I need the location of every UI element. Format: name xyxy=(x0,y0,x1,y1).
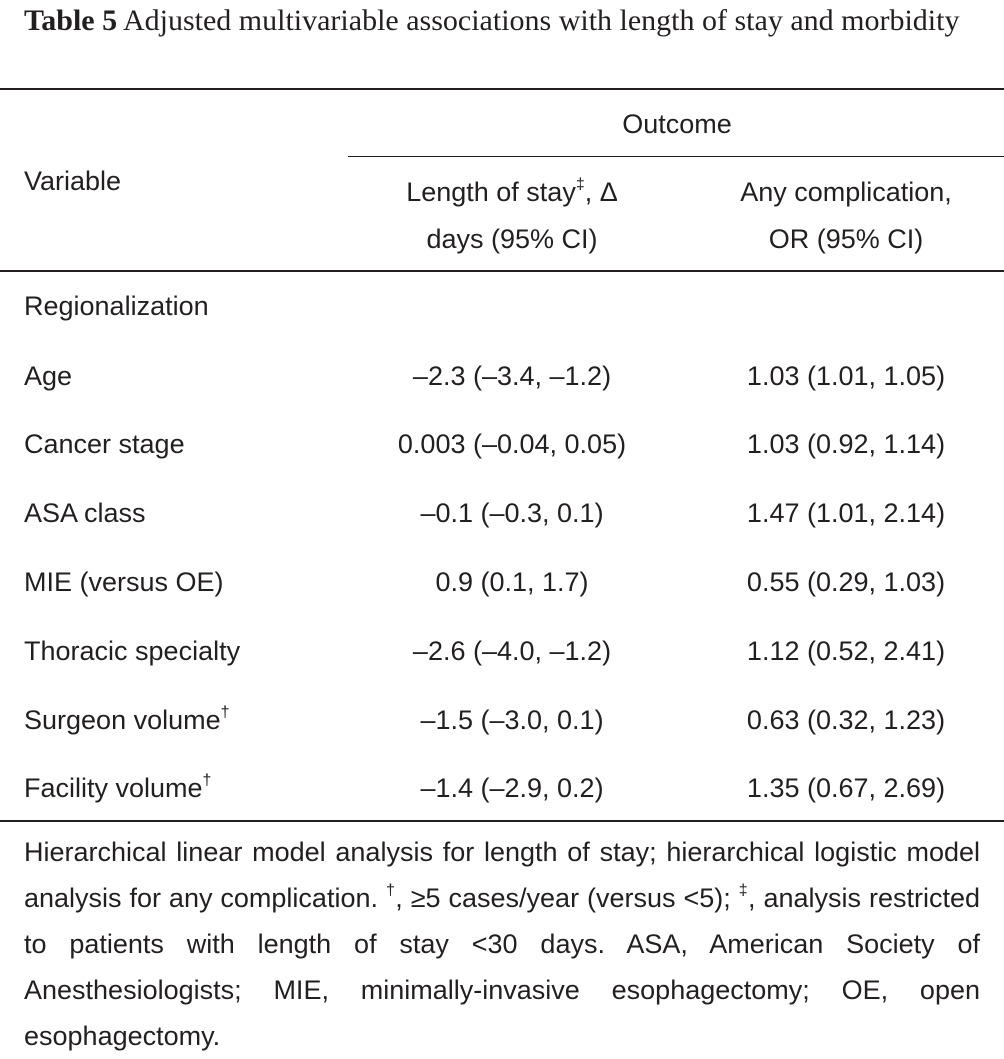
row-complication: 1.35 (0.67, 2.69) xyxy=(746,773,946,803)
table-label: Table 5 xyxy=(24,4,118,37)
footnote-text-2: , ≥5 cases/year (versus <5); xyxy=(395,883,739,913)
row-length-of-stay: –0.1 (–0.3, 0.1) xyxy=(420,498,604,528)
table-footnote: Hierarchical linear model analysis for l… xyxy=(24,829,980,1059)
footnote-text-1: Hierarchical linear model analysis for l… xyxy=(24,837,980,913)
row-variable-cell: Surgeon volume† xyxy=(24,697,230,743)
header-los-sup: ‡ xyxy=(575,176,585,193)
header-rule xyxy=(0,270,1004,272)
row-variable: MIE (versus OE) xyxy=(24,567,224,597)
row-variable: Facility volume xyxy=(24,773,203,803)
row-length-of-stay: –2.3 (–3.4, –1.2) xyxy=(412,361,612,391)
row-variable: Age xyxy=(24,361,73,391)
outcome-rule xyxy=(348,156,1004,157)
row-complication: 0.55 (0.29, 1.03) xyxy=(746,567,946,597)
footnote-sup-dagger: † xyxy=(385,882,396,899)
header-los-text: Length of stay xyxy=(406,177,576,207)
footnote-text-3: , analysis restricted to patients with l… xyxy=(24,883,980,1051)
row-complication: 1.12 (0.52, 2.41) xyxy=(746,636,946,666)
bottom-rule xyxy=(0,820,1004,822)
row-length-of-stay: 0.9 (0.1, 1.7) xyxy=(435,567,589,597)
row-length-of-stay: –1.4 (–2.9, 0.2) xyxy=(420,773,604,803)
row-complication: 1.03 (1.01, 1.05) xyxy=(746,361,946,391)
table-title: Adjusted multivariable associations with… xyxy=(122,4,960,37)
row-variable-cell: Facility volume† xyxy=(24,765,211,811)
header-outcome: Outcome xyxy=(622,109,732,139)
header-length-of-stay-line1: Length of stay‡, Δ xyxy=(360,169,664,215)
row-length-of-stay: 0.003 (–0.04, 0.05) xyxy=(397,429,627,459)
row-variable: Thoracic specialty xyxy=(24,636,241,666)
row-variable: ASA class xyxy=(24,498,146,528)
top-rule xyxy=(0,88,1004,90)
section-label: Regionalization xyxy=(24,291,209,321)
row-complication: 1.47 (1.01, 2.14) xyxy=(746,498,946,528)
table-caption: Table 5 Adjusted multivariable associati… xyxy=(24,0,994,42)
footnote-sup-double-dagger: ‡ xyxy=(738,882,749,899)
row-variable: Cancer stage xyxy=(24,429,185,459)
row-complication: 0.63 (0.32, 1.23) xyxy=(746,705,946,735)
header-los-post: , Δ xyxy=(584,177,618,207)
header-complication-line2: OR (95% CI) xyxy=(768,224,924,254)
row-length-of-stay: –2.6 (–4.0, –1.2) xyxy=(412,636,612,666)
row-complication: 1.03 (0.92, 1.14) xyxy=(746,429,946,459)
row-variable: Surgeon volume xyxy=(24,705,221,735)
row-variable-sup: † xyxy=(202,772,212,789)
header-variable: Variable xyxy=(24,166,122,196)
header-length-of-stay-line2: days (95% CI) xyxy=(426,224,598,254)
row-length-of-stay: –1.5 (–3.0, 0.1) xyxy=(420,705,604,735)
row-variable-sup: † xyxy=(220,704,230,721)
header-complication-line1: Any complication, xyxy=(740,177,952,207)
